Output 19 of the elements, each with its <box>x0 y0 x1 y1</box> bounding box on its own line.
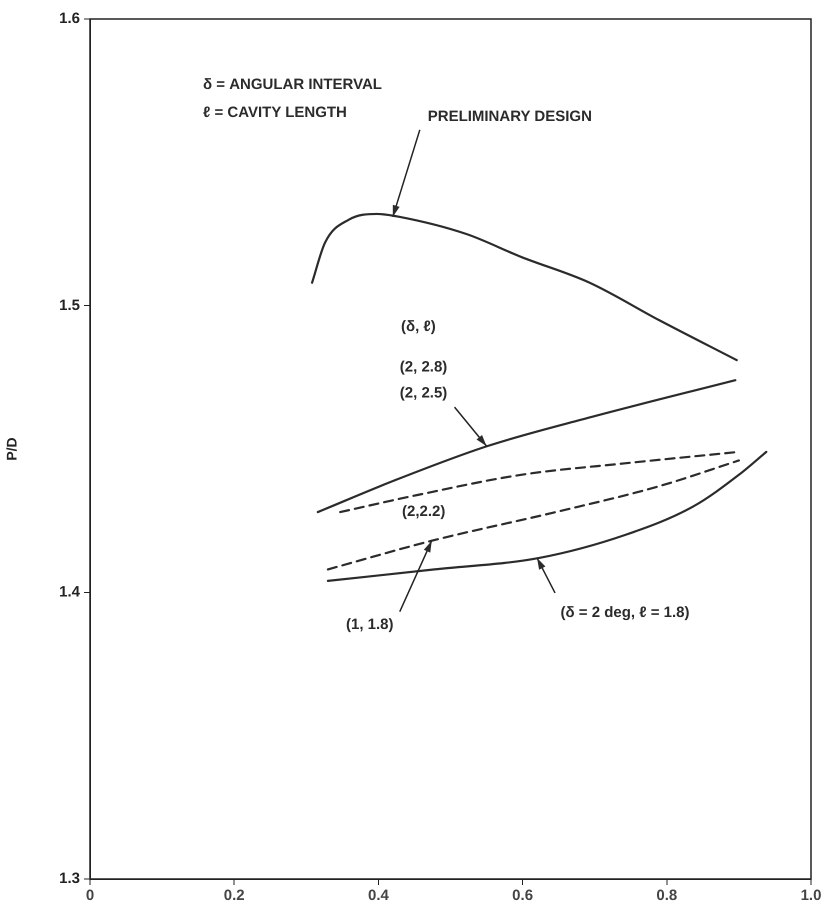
y-tick-label: 1.5 <box>59 296 80 314</box>
annotation: (1, 1.8) <box>346 616 394 633</box>
y-axis-title: P/D <box>3 437 20 461</box>
annotation: (δ = 2 deg, ℓ = 1.8) <box>560 604 690 622</box>
x-tick-label: 0 <box>86 887 94 904</box>
y-tick-label: 1.6 <box>59 10 80 28</box>
y-tick-label: 1.3 <box>59 870 80 888</box>
x-tick-label: 1.0 <box>800 887 822 904</box>
annotation: (δ, ℓ) <box>401 318 436 336</box>
y-tick-label: 1.4 <box>59 583 81 600</box>
annotation: (2,2.2) <box>402 503 446 520</box>
annotation: (2, 2.8) (2, 2.5) <box>400 358 448 402</box>
x-tick-label: 0.8 <box>656 887 678 904</box>
x-tick-label: 0.6 <box>512 887 534 904</box>
annotation: PRELIMINARY DESIGN <box>428 108 592 125</box>
x-tick-label: 0.4 <box>368 887 390 904</box>
x-tick-label: 0.2 <box>224 887 245 904</box>
annotation: δ = ANGULAR INTERVAL <box>203 76 382 94</box>
annotation: ℓ = CAVITY LENGTH <box>203 104 347 122</box>
